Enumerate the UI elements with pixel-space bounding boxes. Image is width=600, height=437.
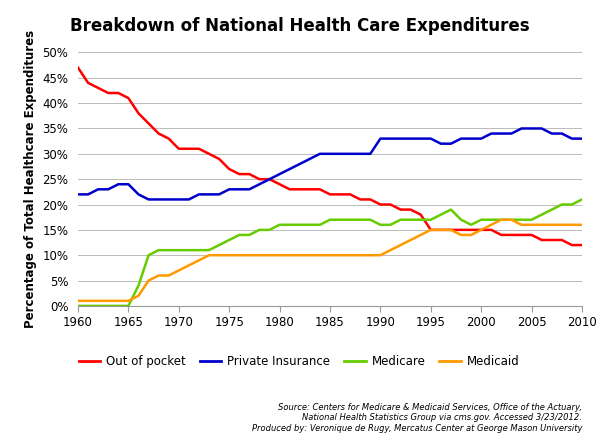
Line: Private Insurance: Private Insurance (78, 128, 582, 199)
Medicare (407, 217, 414, 222)
Private Insurance (448, 141, 455, 146)
Private Insurance (74, 192, 82, 197)
Out of pocket (407, 207, 414, 212)
Private Insurance (236, 187, 243, 192)
Medicaid (74, 298, 82, 303)
Medicare (185, 247, 193, 253)
Line: Medicaid: Medicaid (78, 220, 582, 301)
Medicaid (437, 227, 445, 232)
Private Insurance (417, 136, 424, 141)
Private Insurance (145, 197, 152, 202)
Private Insurance (578, 136, 586, 141)
Medicare (236, 232, 243, 238)
Private Insurance (196, 192, 203, 197)
Text: Source: Centers for Medicare & Medicaid Services, Office of the Actuary,
Nationa: Source: Centers for Medicare & Medicaid … (251, 403, 582, 433)
Medicaid (498, 217, 505, 222)
Medicaid (226, 253, 233, 258)
Line: Out of pocket: Out of pocket (78, 68, 582, 245)
Medicare (437, 212, 445, 217)
Medicaid (236, 253, 243, 258)
Out of pocket (185, 146, 193, 151)
Y-axis label: Percentage of Total Healthcare Expenditures: Percentage of Total Healthcare Expenditu… (24, 30, 37, 328)
Medicaid (578, 222, 586, 227)
Medicaid (185, 263, 193, 268)
Out of pocket (226, 166, 233, 172)
Medicare (226, 237, 233, 243)
Text: Breakdown of National Health Care Expenditures: Breakdown of National Health Care Expend… (70, 17, 530, 35)
Line: Medicare: Medicare (78, 199, 582, 306)
Out of pocket (558, 237, 565, 243)
Private Insurance (568, 136, 575, 141)
Out of pocket (437, 227, 445, 232)
Legend: Out of pocket, Private Insurance, Medicare, Medicaid: Out of pocket, Private Insurance, Medica… (79, 355, 520, 368)
Private Insurance (518, 126, 525, 131)
Out of pocket (74, 65, 82, 70)
Out of pocket (568, 243, 575, 248)
Medicare (578, 197, 586, 202)
Medicare (74, 303, 82, 309)
Medicaid (568, 222, 575, 227)
Medicare (568, 202, 575, 207)
Private Insurance (246, 187, 253, 192)
Out of pocket (236, 171, 243, 177)
Medicaid (407, 237, 414, 243)
Out of pocket (578, 243, 586, 248)
